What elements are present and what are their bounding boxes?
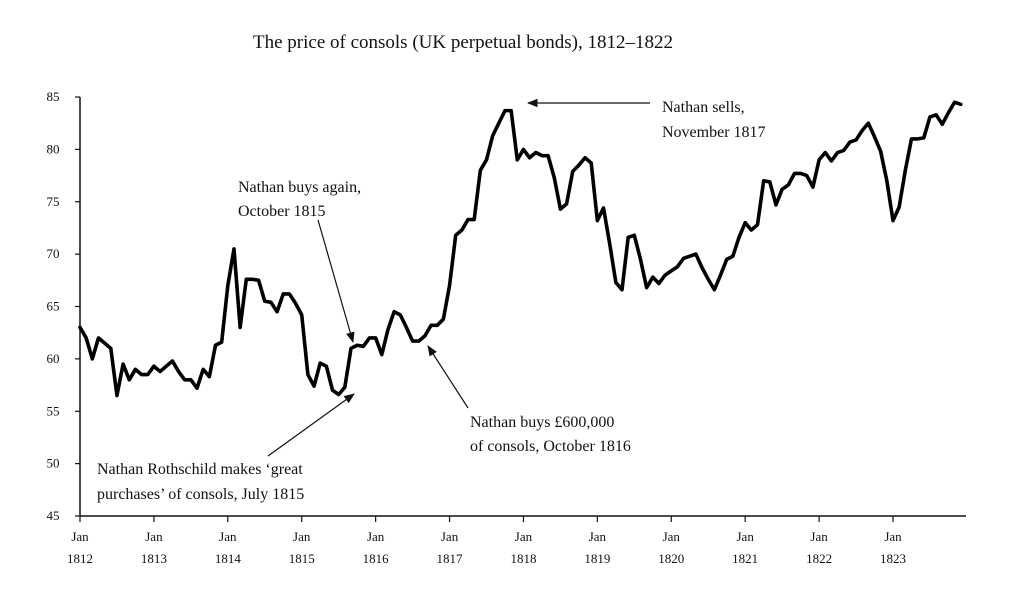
annotation: of consols, October 1816: [470, 438, 631, 455]
x-tick-label: Jan 1820: [658, 529, 685, 566]
annotation: Nathan Rothschild makes ‘great: [97, 461, 303, 478]
x-tick-label: Jan 1822: [806, 529, 833, 566]
y-tick-label: 45: [47, 508, 60, 523]
y-tick-label: 50: [47, 456, 60, 471]
annotation: November 1817: [662, 124, 766, 141]
x-tick-label: Jan 1821: [732, 529, 759, 566]
y-tick-label: 70: [47, 246, 60, 261]
x-tick-label: Jan 1815: [288, 529, 315, 566]
y-tick-label: 60: [47, 351, 60, 366]
y-tick-label: 55: [47, 403, 60, 418]
x-tick-label: Jan 1816: [362, 529, 389, 566]
x-tick-label: Jan 1823: [880, 529, 906, 566]
price-line: [78, 100, 963, 398]
x-tick-label: Jan 1812: [67, 529, 93, 566]
arrow: [427, 345, 469, 409]
annotation: October 1815: [238, 203, 326, 220]
annotation: Nathan buys £600,000: [470, 414, 614, 431]
x-tick-label: Jan 1818: [510, 529, 537, 566]
annotation: Nathan buys again,: [238, 179, 361, 196]
annotation: Nathan sells,: [662, 99, 745, 116]
x-tick-label: Jan 1819: [584, 529, 611, 566]
x-tick-label: Jan 1814: [214, 529, 241, 566]
y-tick-label: 80: [47, 141, 60, 156]
chart-title: The price of consols (UK perpetual bonds…: [253, 32, 673, 53]
arrow: [317, 219, 355, 344]
annotation: purchases’ of consols, July 1815: [97, 486, 304, 503]
x-tick-label: Jan 1813: [140, 529, 167, 566]
y-tick-label: 85: [47, 89, 60, 104]
y-tick-label: 65: [47, 299, 60, 314]
arrow: [267, 393, 355, 457]
y-tick-label: 75: [47, 194, 60, 209]
x-tick-label: Jan 1817: [436, 529, 463, 566]
